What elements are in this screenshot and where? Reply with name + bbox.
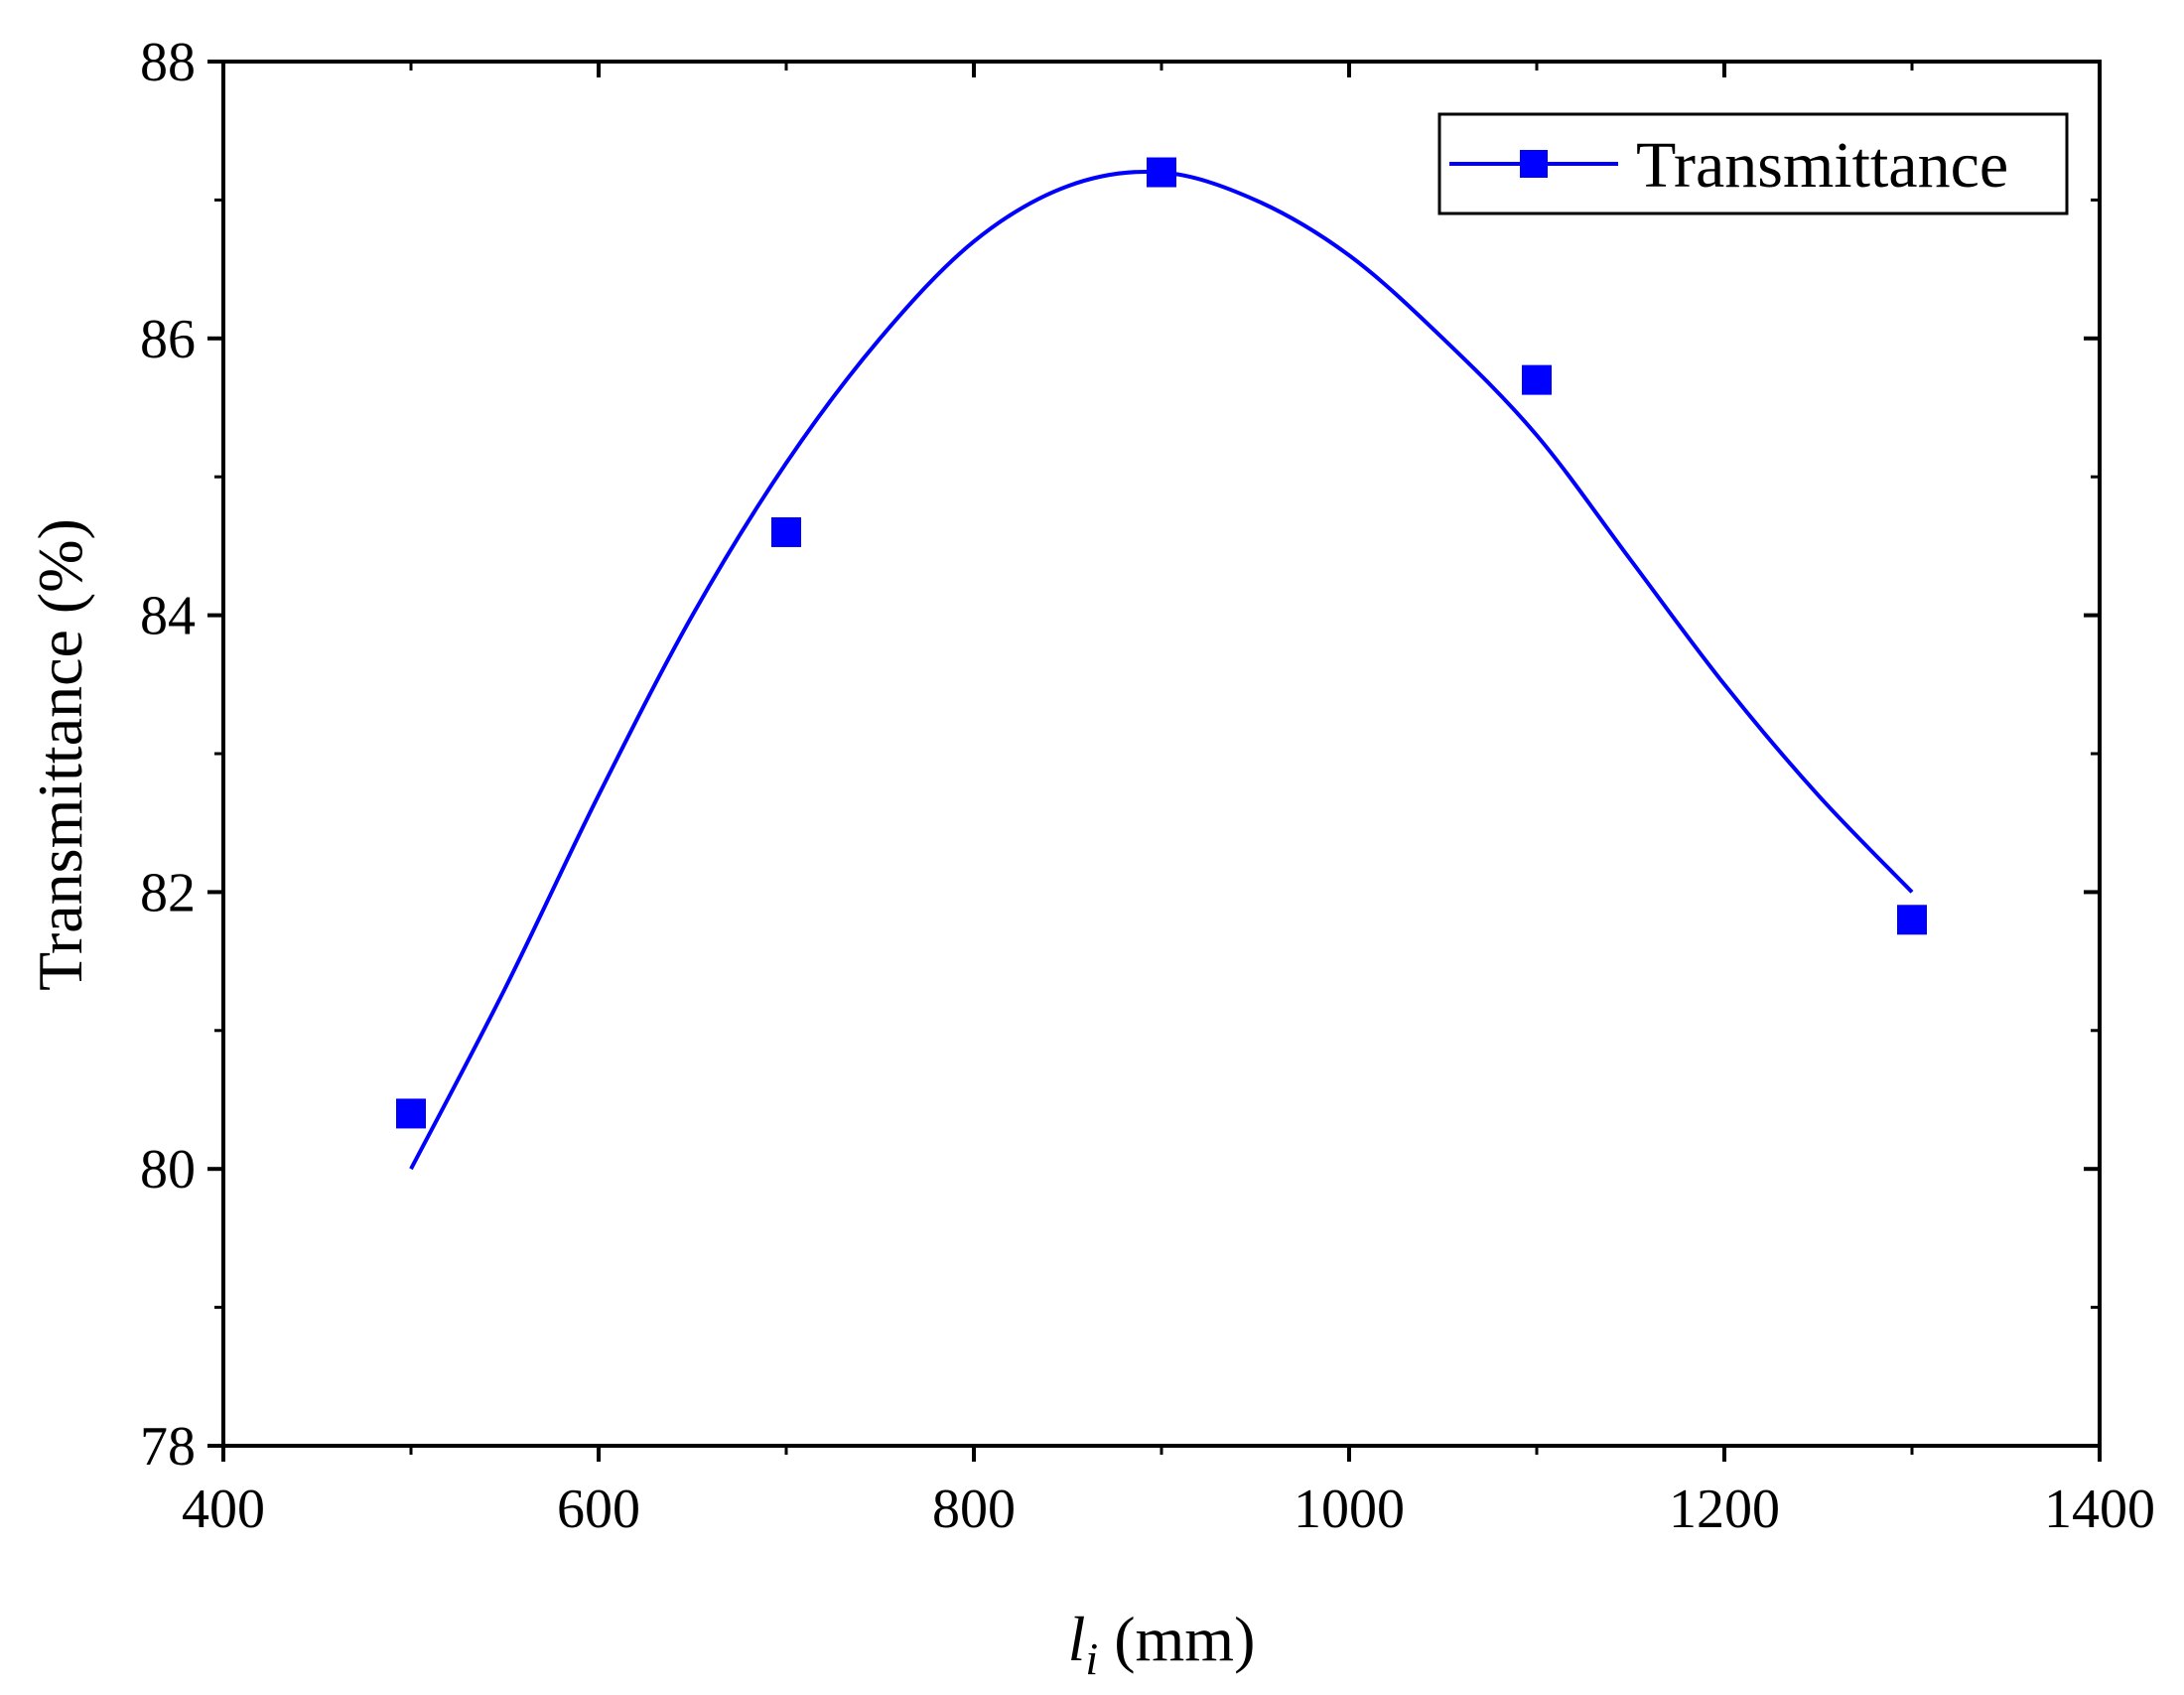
axis-tick-labels: 400 600 800 1000 1200 1400 78 80 82 84 86 88 xyxy=(140,32,2155,1540)
x-tick-label: 400 xyxy=(182,1479,265,1540)
y-tick-label: 78 xyxy=(140,1416,196,1478)
x-tick-label: 1400 xyxy=(2044,1479,2155,1540)
y-tick-label: 84 xyxy=(140,586,196,647)
y-tick-label: 86 xyxy=(140,309,196,370)
x-tick-label: 800 xyxy=(932,1479,1016,1540)
series-markers xyxy=(396,157,1927,1129)
legend-label: Transmittance xyxy=(1636,129,2008,202)
x-tick-label: 1200 xyxy=(1669,1479,1780,1540)
y-tick-label: 80 xyxy=(140,1139,196,1201)
x-axis-unit: (mm) xyxy=(1098,1604,1255,1674)
x-tick-label: 1000 xyxy=(1294,1479,1405,1540)
x-tick-label: 600 xyxy=(557,1479,640,1540)
x-axis-title: li (mm) xyxy=(1068,1604,1256,1684)
plot-area xyxy=(221,60,2102,1448)
y-tick-label: 82 xyxy=(140,862,196,923)
y-axis-title: Transmittance (%) xyxy=(25,518,95,991)
legend-marker-icon xyxy=(1520,150,1548,178)
data-point-marker xyxy=(771,516,801,547)
data-point-marker xyxy=(1522,364,1552,395)
y-tick-label: 88 xyxy=(140,32,196,93)
series-line-transmittance xyxy=(409,169,1914,1171)
legend: Transmittance xyxy=(1437,112,2069,215)
data-point-marker xyxy=(396,1098,426,1129)
axis-ticks xyxy=(207,60,2102,1462)
x-axis-variable: l xyxy=(1068,1604,1086,1674)
data-point-marker xyxy=(1147,157,1176,188)
data-point-marker xyxy=(1897,905,1927,935)
x-axis-subscript: i xyxy=(1085,1633,1098,1684)
